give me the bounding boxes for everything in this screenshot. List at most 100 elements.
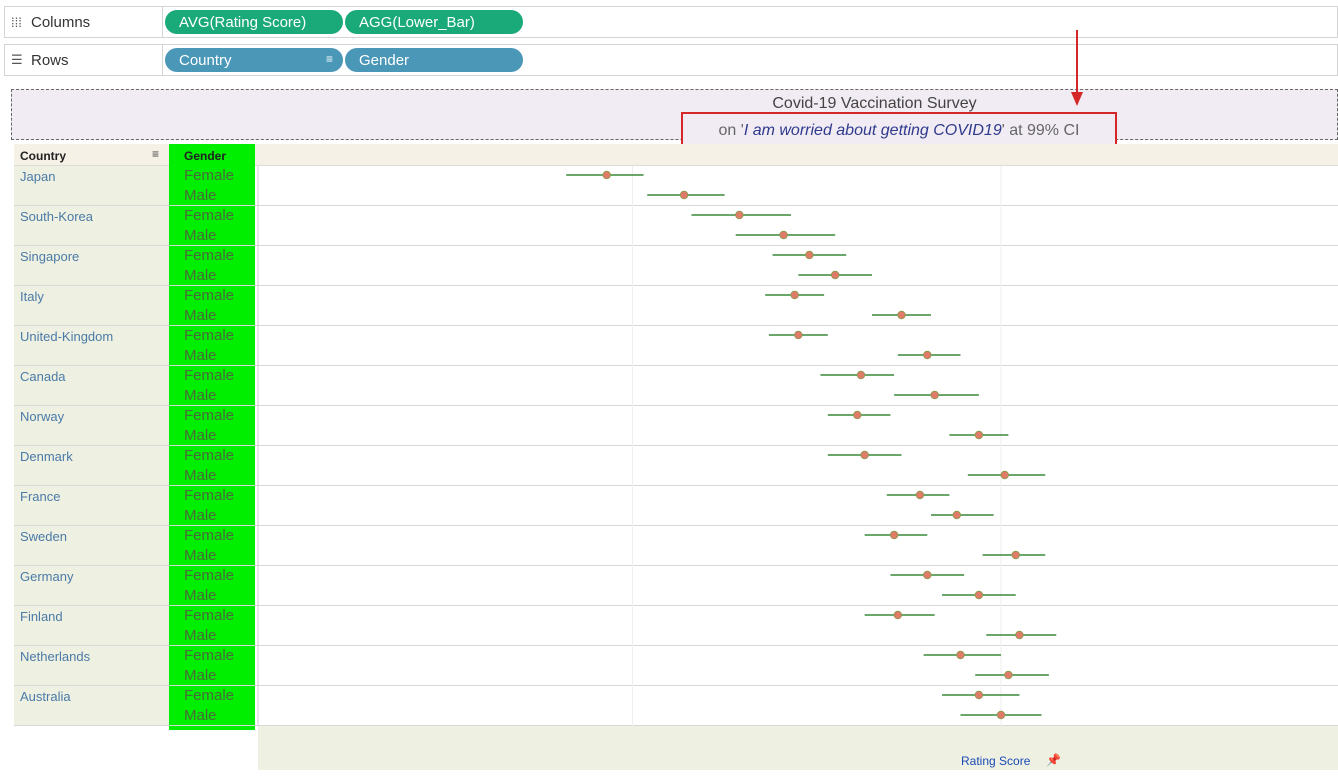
chart-title-area[interactable]: Covid-19 Vaccination Survey on ' I am wor… bbox=[11, 89, 1338, 149]
mean-point bbox=[893, 610, 903, 620]
gender-label[interactable]: Male bbox=[184, 587, 217, 604]
mean-point bbox=[915, 490, 925, 500]
country-label[interactable]: South-Korea bbox=[20, 209, 93, 224]
gender-label[interactable]: Male bbox=[184, 707, 217, 724]
gender-label[interactable]: Male bbox=[184, 547, 217, 564]
gender-label[interactable]: Female bbox=[184, 407, 235, 424]
country-label[interactable]: Germany bbox=[20, 569, 74, 584]
gender-label[interactable]: Male bbox=[184, 627, 217, 644]
gender-label[interactable]: Female bbox=[184, 327, 235, 344]
chart-title: Covid-19 Vaccination Survey bbox=[772, 95, 977, 112]
country-label[interactable]: Japan bbox=[20, 169, 56, 184]
dot-plot: 123 bbox=[257, 166, 1334, 748]
mean-point bbox=[1000, 470, 1009, 480]
gender-label[interactable]: Male bbox=[184, 507, 217, 524]
mean-point bbox=[956, 650, 965, 660]
mean-point bbox=[974, 430, 984, 440]
subtitle-quote: I am worried about getting COVID19 bbox=[743, 121, 1002, 139]
columns-label-text: Columns bbox=[31, 13, 91, 31]
gender-label[interactable]: Female bbox=[184, 207, 235, 224]
gender-label[interactable]: Female bbox=[184, 487, 235, 504]
row-separator bbox=[14, 365, 1338, 366]
gender-label[interactable]: Male bbox=[184, 387, 217, 404]
mean-point bbox=[897, 310, 906, 320]
pill-country-label: Country bbox=[179, 51, 232, 69]
gender-label[interactable]: Female bbox=[184, 527, 235, 544]
row-separator bbox=[14, 445, 1338, 446]
gender-label[interactable]: Female bbox=[184, 167, 235, 184]
country-label[interactable]: Sweden bbox=[20, 529, 67, 544]
mean-point bbox=[930, 390, 939, 400]
columns-shelf: ⁞⁞⁞ Columns AVG(Rating Score) AGG(Lower_… bbox=[4, 6, 1338, 38]
pin-icon[interactable]: 📌 bbox=[1046, 753, 1061, 767]
row-separator bbox=[14, 205, 1338, 206]
country-label[interactable]: Finland bbox=[20, 609, 63, 624]
mean-point bbox=[1004, 670, 1013, 680]
gender-column: Female Male Female Male Female Male Female Male… bbox=[169, 166, 255, 730]
country-label[interactable]: Canada bbox=[20, 369, 66, 384]
country-label[interactable]: Denmark bbox=[20, 449, 73, 464]
chart-subtitle-highlight: on ' I am worried about getting COVID19 ' … bbox=[681, 112, 1117, 149]
gender-label[interactable]: Male bbox=[184, 667, 217, 684]
gender-label[interactable]: Male bbox=[184, 227, 217, 244]
columns-shelf-label: ⁞⁞⁞ Columns bbox=[5, 7, 163, 37]
mean-point bbox=[790, 290, 799, 300]
gender-label[interactable]: Female bbox=[184, 607, 235, 624]
mean-point bbox=[974, 590, 984, 600]
mean-point bbox=[853, 410, 862, 420]
mean-point bbox=[830, 270, 840, 280]
header-row: Country ≡ Gender bbox=[14, 144, 1338, 166]
pill-agg-lower-bar[interactable]: AGG(Lower_Bar) bbox=[345, 10, 523, 34]
gender-label[interactable]: Male bbox=[184, 187, 217, 204]
row-separator bbox=[14, 605, 1338, 606]
subtitle-suffix: ' at 99% CI bbox=[1001, 121, 1080, 139]
rows-shelf: ☰ Rows Country ≡ Gender bbox=[4, 44, 1338, 76]
gender-label[interactable]: Female bbox=[184, 447, 235, 464]
country-label[interactable]: Australia bbox=[20, 689, 71, 704]
country-label[interactable]: Singapore bbox=[20, 249, 80, 264]
row-separator bbox=[14, 405, 1338, 406]
country-label[interactable]: France bbox=[20, 489, 61, 504]
gender-label[interactable]: Female bbox=[184, 247, 235, 264]
sort-descending-icon[interactable]: ≡ bbox=[325, 52, 333, 66]
gender-label[interactable]: Male bbox=[184, 427, 217, 444]
pill-country[interactable]: Country ≡ bbox=[165, 48, 343, 72]
gender-label[interactable]: Female bbox=[184, 287, 235, 304]
mean-point bbox=[1011, 550, 1020, 560]
rows-label-text: Rows bbox=[31, 51, 69, 69]
row-separator bbox=[14, 645, 1338, 646]
country-label[interactable]: Netherlands bbox=[20, 649, 91, 664]
rows-shelf-label: ☰ Rows bbox=[5, 45, 163, 75]
gender-label[interactable]: Male bbox=[184, 307, 217, 324]
pill-gender[interactable]: Gender bbox=[345, 48, 523, 72]
row-separator bbox=[14, 285, 1338, 286]
columns-icon: ⁞⁞⁞ bbox=[11, 14, 22, 30]
gender-label[interactable]: Female bbox=[184, 687, 235, 704]
mean-point bbox=[889, 530, 899, 540]
sort-icon[interactable]: ≡ bbox=[152, 147, 160, 161]
mean-point bbox=[735, 210, 744, 220]
gender-label[interactable]: Male bbox=[184, 347, 217, 364]
gender-label[interactable]: Female bbox=[184, 567, 235, 584]
mean-point bbox=[794, 330, 803, 340]
mean-point bbox=[996, 710, 1006, 720]
country-label[interactable]: Norway bbox=[20, 409, 65, 424]
row-separator bbox=[14, 725, 1338, 726]
gender-label[interactable]: Female bbox=[184, 367, 235, 384]
rows-icon: ☰ bbox=[11, 52, 23, 67]
country-label[interactable]: Italy bbox=[20, 289, 44, 304]
x-axis-title[interactable]: Rating Score bbox=[961, 754, 1031, 768]
row-separator bbox=[14, 565, 1338, 566]
country-label[interactable]: United-Kingdom bbox=[20, 329, 114, 344]
gender-label[interactable]: Female bbox=[184, 647, 235, 664]
mean-point bbox=[805, 250, 814, 260]
pill-avg-rating-score[interactable]: AVG(Rating Score) bbox=[165, 10, 343, 34]
x-axis-band bbox=[258, 726, 1338, 770]
mean-point bbox=[923, 350, 932, 360]
gender-label[interactable]: Male bbox=[184, 467, 217, 484]
country-header[interactable]: Country bbox=[20, 149, 66, 163]
mean-point bbox=[1015, 630, 1024, 640]
gender-header[interactable]: Gender bbox=[169, 144, 255, 166]
annotation-arrow-icon bbox=[1071, 30, 1083, 106]
gender-label[interactable]: Male bbox=[184, 267, 217, 284]
